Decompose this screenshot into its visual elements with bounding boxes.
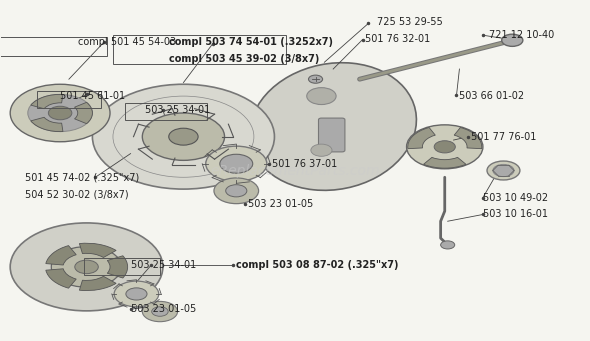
Wedge shape <box>46 246 76 265</box>
Circle shape <box>487 161 520 180</box>
Circle shape <box>152 307 168 316</box>
Text: 503 23 01-05: 503 23 01-05 <box>130 304 196 314</box>
Text: compl 503 74 54-01 (.3252x7): compl 503 74 54-01 (.3252x7) <box>169 37 333 47</box>
Circle shape <box>169 128 198 145</box>
Text: 503 10 16-01: 503 10 16-01 <box>483 209 548 220</box>
Wedge shape <box>74 102 93 124</box>
Text: 503 66 01-02: 503 66 01-02 <box>460 91 525 101</box>
Text: compl 501 45 54-03: compl 501 45 54-03 <box>78 37 176 47</box>
Wedge shape <box>80 243 116 257</box>
Wedge shape <box>80 276 116 291</box>
Circle shape <box>142 113 225 160</box>
Wedge shape <box>46 269 76 288</box>
Circle shape <box>309 75 323 83</box>
Wedge shape <box>31 117 63 132</box>
Circle shape <box>93 84 274 189</box>
Ellipse shape <box>250 63 417 190</box>
Wedge shape <box>408 128 435 149</box>
Circle shape <box>226 185 247 197</box>
Circle shape <box>114 281 159 307</box>
Circle shape <box>126 288 147 300</box>
Wedge shape <box>31 94 63 109</box>
Text: compl 503 45 39-02 (3/8x7): compl 503 45 39-02 (3/8x7) <box>169 54 319 64</box>
Circle shape <box>10 223 163 311</box>
Text: 501 77 76-01: 501 77 76-01 <box>471 132 536 142</box>
Circle shape <box>502 34 523 46</box>
Wedge shape <box>454 128 482 149</box>
Text: 503 25 34-01: 503 25 34-01 <box>130 260 196 270</box>
Circle shape <box>311 144 332 156</box>
Text: 501 76 32-01: 501 76 32-01 <box>365 34 431 44</box>
Text: 504 52 30-02 (3/8x7): 504 52 30-02 (3/8x7) <box>25 189 129 199</box>
Circle shape <box>142 301 178 322</box>
Text: compl 503 08 87-02 (.325"x7): compl 503 08 87-02 (.325"x7) <box>236 260 399 270</box>
Circle shape <box>206 146 267 181</box>
Text: 501 45 61-01: 501 45 61-01 <box>60 91 125 101</box>
Circle shape <box>407 125 483 169</box>
Text: 725 53 29-55: 725 53 29-55 <box>377 17 443 27</box>
Wedge shape <box>424 157 466 168</box>
Circle shape <box>220 154 253 173</box>
Circle shape <box>441 241 455 249</box>
Text: eReplacementParts.com: eReplacementParts.com <box>210 163 380 178</box>
Circle shape <box>10 84 110 142</box>
Circle shape <box>307 88 336 105</box>
Text: 721 12 10-40: 721 12 10-40 <box>489 30 554 40</box>
Circle shape <box>493 164 514 177</box>
Circle shape <box>28 94 93 132</box>
Circle shape <box>75 260 99 274</box>
Text: 503 23 01-05: 503 23 01-05 <box>248 199 313 209</box>
Wedge shape <box>107 256 127 278</box>
Circle shape <box>51 247 122 287</box>
Circle shape <box>48 106 72 120</box>
Text: 503 10 49-02: 503 10 49-02 <box>483 193 548 203</box>
Text: 501 45 74-02 (.325"x7): 501 45 74-02 (.325"x7) <box>25 172 139 182</box>
Text: 503 25 34-01: 503 25 34-01 <box>145 105 211 115</box>
FancyBboxPatch shape <box>319 118 345 152</box>
Circle shape <box>434 141 455 153</box>
Text: 501 76 37-01: 501 76 37-01 <box>271 159 337 169</box>
Circle shape <box>214 178 258 204</box>
